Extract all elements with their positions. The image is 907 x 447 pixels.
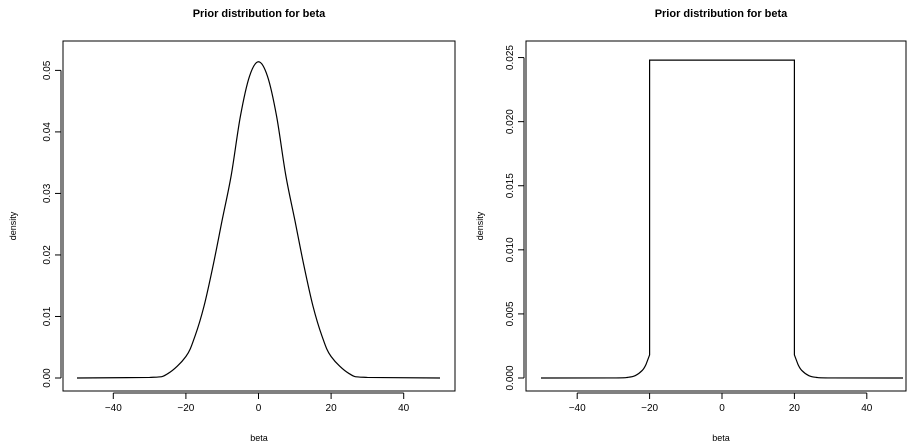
left-x-tick-label: −20 [177, 403, 194, 414]
left-y-tick-label: 0.00 [42, 368, 53, 388]
chart-left-x-axis: −40 −20 0 20 40 [105, 392, 410, 414]
left-y-tick-label: 0.02 [42, 245, 53, 265]
chart-left: Prior distribution for beta −40 −20 0 20 40 … [8, 8, 456, 443]
chart-right-x-label: beta [712, 433, 730, 443]
right-y-tick-label: 0.015 [505, 173, 516, 198]
right-y-tick-label: 0.025 [505, 45, 516, 70]
right-x-tick-label: −40 [569, 403, 586, 414]
chart-right-y-label: density [475, 211, 485, 240]
chart-left-y-axis: 0.00 0.01 0.02 0.03 0.04 0.05 [42, 60, 62, 388]
left-x-tick-label: 40 [398, 403, 410, 414]
chart-left-x-label: beta [250, 433, 268, 443]
right-x-tick-label: 0 [719, 403, 725, 414]
left-y-tick-label: 0.03 [42, 183, 53, 203]
left-y-tick-label: 0.04 [42, 122, 53, 142]
chart-right-series-line [540, 59, 904, 379]
right-y-tick-label: 0.005 [505, 301, 516, 326]
right-x-tick-label: −20 [641, 403, 658, 414]
chart-left-y-label: density [8, 211, 18, 240]
chart-left-title: Prior distribution for beta [193, 8, 326, 20]
right-y-tick-label: 0.000 [505, 365, 516, 390]
chart-right-plot-frame [525, 40, 907, 392]
right-x-tick-label: 20 [789, 403, 801, 414]
chart-left-series-line [76, 61, 441, 379]
left-x-tick-label: 20 [326, 403, 338, 414]
right-y-tick-label: 0.010 [505, 237, 516, 262]
chart-right-x-axis: −40 −20 0 20 40 [569, 392, 873, 414]
chart-left-plot-frame [62, 40, 456, 392]
chart-right-title: Prior distribution for beta [655, 8, 788, 20]
left-x-tick-label: 0 [256, 403, 262, 414]
chart-right: Prior distribution for beta −40 −20 0 20 40 … [475, 8, 907, 443]
left-x-tick-label: −40 [105, 403, 122, 414]
left-y-tick-label: 0.05 [42, 60, 53, 80]
right-y-tick-label: 0.020 [505, 109, 516, 134]
chart-right-y-axis: 0.000 0.005 0.010 0.015 0.020 0.025 [505, 45, 525, 391]
left-y-tick-label: 0.01 [42, 306, 53, 326]
right-x-tick-label: 40 [861, 403, 873, 414]
